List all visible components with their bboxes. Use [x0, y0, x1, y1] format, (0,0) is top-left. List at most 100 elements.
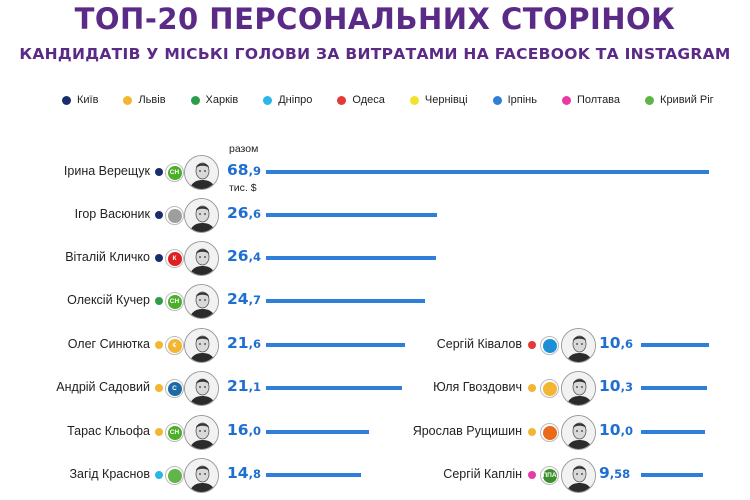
candidate-photo — [561, 458, 596, 493]
city-dot — [155, 254, 163, 262]
bar — [266, 256, 436, 260]
legend-dot — [645, 95, 655, 105]
bar — [266, 430, 369, 434]
sluha-narodu-icon: СН — [165, 163, 184, 182]
value-decimal: ,8 — [248, 467, 261, 481]
value-label: 9,58 — [599, 464, 630, 482]
candidate-name: Олексій Кучер — [67, 293, 150, 307]
legend-dot — [62, 95, 71, 105]
bar — [266, 343, 405, 347]
city-dot — [528, 384, 536, 392]
bar — [641, 430, 705, 434]
bar — [266, 473, 361, 477]
value-decimal: ,3 — [620, 380, 633, 394]
value-decimal: ,58 — [609, 467, 631, 481]
candidate-photo — [184, 155, 219, 190]
ppa-icon: ППА — [540, 466, 559, 485]
legend-label: Одеса — [352, 94, 385, 106]
legend-dot — [337, 95, 347, 105]
value-integer: 26 — [227, 247, 249, 265]
candidate-name: Сергій Каплін — [443, 467, 522, 481]
person-silhouette-icon — [165, 206, 184, 225]
legend-dot — [409, 95, 419, 105]
value-decimal: ,6 — [248, 337, 261, 351]
legend-dot — [190, 95, 200, 105]
legend-item: Одеса — [337, 94, 385, 106]
party-logo-mark — [167, 468, 182, 483]
legend-dot — [561, 95, 571, 105]
value-label: 10,0 — [599, 421, 633, 439]
party-logo-mark: К — [167, 251, 182, 266]
city-dot — [528, 428, 536, 436]
value-decimal: ,1 — [248, 380, 261, 394]
legend-label: Чернівці — [424, 94, 468, 106]
legend-dot — [263, 95, 273, 105]
party-logo-mark — [542, 425, 557, 440]
city-dot — [155, 297, 163, 305]
bar — [641, 343, 709, 347]
flower-icon — [540, 423, 559, 442]
value-integer: 10 — [599, 334, 621, 352]
legend-item: Чернівці — [409, 94, 468, 106]
candidate-name: Ярослав Рущишин — [412, 424, 522, 438]
legend-label: Ірпінь — [507, 94, 537, 106]
legend-label: Львів — [138, 94, 166, 106]
value-label: 10,3 — [599, 377, 633, 395]
city-dot — [155, 211, 163, 219]
value-integer: 9 — [599, 464, 610, 482]
legend-item: Кривий Ріг — [645, 94, 714, 106]
city-dot — [155, 471, 163, 479]
yevropeiska-solidarnist-icon: € — [165, 336, 184, 355]
candidate-photo — [561, 371, 596, 406]
candidate-photo — [184, 371, 219, 406]
value-decimal: ,0 — [620, 424, 633, 438]
bar — [266, 386, 402, 390]
legend-label: Кривий Ріг — [660, 94, 714, 106]
value-label: 21,6 — [227, 334, 261, 352]
value-label: 21,1 — [227, 377, 261, 395]
value-integer: 21 — [227, 334, 249, 352]
value-label: 10,6 — [599, 334, 633, 352]
city-dot — [155, 168, 163, 176]
candidate-name: Ірина Верещук — [63, 164, 150, 178]
legend-item: Львів — [123, 94, 166, 106]
value-label: 16,0 — [227, 421, 261, 439]
legend-dot — [492, 95, 502, 105]
candidate-photo — [184, 415, 219, 450]
tree-icon — [165, 466, 184, 485]
candidate-name: Олег Синютка — [67, 337, 150, 351]
party-logo-mark: € — [167, 338, 182, 353]
city-dot — [528, 341, 536, 349]
party-logo-mark: СН — [167, 425, 182, 440]
party-logo-mark — [167, 208, 182, 223]
value-decimal: ,9 — [248, 164, 261, 178]
legend-item: Київ — [62, 94, 98, 106]
chart-title: ТОП-20 ПЕРСОНАЛЬНИХ СТОРІНОК — [74, 2, 676, 36]
legend-item: Дніпро — [263, 94, 312, 106]
sluha-narodu-icon: СН — [165, 423, 184, 442]
sluha-narodu-icon: СН — [165, 292, 184, 311]
wave-party-icon — [540, 336, 559, 355]
value-decimal: ,7 — [248, 293, 261, 307]
party-logo-mark: СН — [167, 294, 182, 309]
legend-label: Полтава — [576, 94, 621, 106]
bar — [266, 170, 709, 174]
value-integer: 24 — [227, 290, 249, 308]
candidate-photo — [184, 328, 219, 363]
value-integer: 21 — [227, 377, 249, 395]
city-dot — [155, 341, 163, 349]
party-logo-mark: С — [167, 381, 182, 396]
city-dot — [155, 384, 163, 392]
value-label: 26,6 — [227, 204, 261, 222]
value-integer: 68 — [227, 161, 249, 179]
candidate-name: Андрій Садовий — [56, 380, 150, 394]
candidate-photo — [561, 328, 596, 363]
legend-label: Дніпро — [278, 94, 313, 106]
value-integer: 10 — [599, 421, 621, 439]
value-integer: 16 — [227, 421, 249, 439]
bar — [641, 386, 707, 390]
chart-subtitle: КАНДИДАТІВ У МІСЬКІ ГОЛОВИ ЗА ВИТРАТАМИ … — [19, 45, 731, 63]
value-decimal: ,4 — [248, 250, 261, 264]
udar-icon: К — [165, 249, 184, 268]
bar — [266, 213, 437, 217]
